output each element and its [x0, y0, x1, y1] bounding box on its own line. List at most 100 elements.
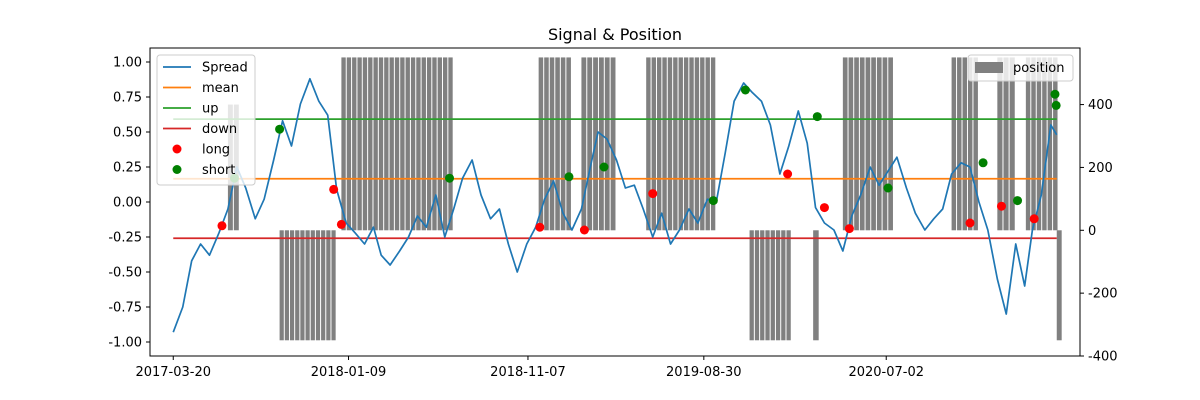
- position-bar: [405, 57, 410, 231]
- long-marker: [579, 225, 589, 235]
- position-bar: [341, 57, 346, 231]
- position-bar: [373, 57, 378, 231]
- y-left-tick-label: -0.75: [108, 301, 142, 316]
- long-marker: [819, 203, 829, 213]
- signal-markers: [217, 85, 1061, 235]
- position-bar: [754, 230, 760, 341]
- position-bar: [346, 57, 352, 231]
- position-bar: [389, 57, 394, 231]
- long-marker: [783, 169, 793, 179]
- long-marker: [336, 219, 346, 229]
- x-tick-label: 2018-01-09: [311, 365, 387, 380]
- short-marker: [812, 112, 822, 122]
- legend-label-up: up: [202, 102, 219, 117]
- x-tick-label: 2020-07-02: [848, 365, 924, 380]
- position-bar: [667, 57, 673, 231]
- spread-series: [172, 77, 1058, 333]
- position-bar: [786, 230, 791, 341]
- position-bar: [700, 57, 705, 231]
- position-bar: [1031, 57, 1036, 231]
- y-right-tick-label: -200: [1088, 287, 1118, 302]
- position-bar: [1025, 57, 1031, 231]
- y-left-tick-label: -1.00: [108, 336, 142, 351]
- legend-left: Spread mean up down long short: [156, 54, 256, 186]
- x-tick-label: 2018-11-07: [490, 365, 566, 380]
- position-bar: [421, 57, 426, 231]
- y-right-tick-label: 0: [1088, 224, 1096, 239]
- position-bar: [448, 57, 453, 231]
- position-bar: [279, 230, 284, 341]
- long-marker: [329, 184, 339, 194]
- position-bars: [227, 57, 1062, 341]
- position-bar: [1009, 57, 1015, 231]
- position-bar: [997, 57, 1003, 231]
- position-bar: [555, 57, 560, 231]
- position-bar: [871, 57, 876, 231]
- short-marker: [599, 162, 609, 172]
- long-marker: [965, 218, 975, 228]
- short-marker: [445, 173, 455, 183]
- x-tick-label: 2019-08-30: [666, 365, 742, 380]
- y-right-tick-label: 200: [1088, 161, 1113, 176]
- position-bar: [357, 57, 362, 231]
- position-bar: [321, 230, 326, 341]
- position-bar: [694, 57, 700, 231]
- y-left-tick-label: -0.25: [108, 231, 142, 246]
- short-marker: [708, 196, 718, 206]
- position-bar: [538, 57, 544, 231]
- position-bar: [581, 57, 587, 231]
- position-bar: [765, 230, 770, 341]
- position-bar: [284, 230, 289, 341]
- position-bar: [760, 230, 765, 341]
- left-y-axis: -1.00 -0.75 -0.50 -0.25 0.00 0.25 0.50 0.75 1.00: [108, 56, 150, 351]
- legend-right: position: [967, 54, 1074, 82]
- long-marker: [648, 189, 658, 199]
- legend-label-position: position: [1013, 61, 1065, 76]
- position-bar: [416, 57, 421, 231]
- position-bar: [683, 57, 689, 231]
- position-bar: [426, 57, 432, 231]
- y-left-tick-label: 0.25: [113, 161, 142, 176]
- position-bar: [368, 57, 373, 231]
- position-bar: [957, 57, 962, 231]
- position-bar: [598, 57, 604, 231]
- x-axis: 2017-03-20 2018-01-09 2018-11-07 2019-08-30…: [135, 356, 924, 380]
- position-bar: [770, 230, 775, 341]
- horizontal-lines: [173, 118, 1057, 240]
- position-bar: [842, 57, 848, 231]
- y-left-tick-label: 0.75: [113, 91, 142, 106]
- position-bar: [973, 57, 978, 231]
- legend-right-box: [967, 54, 1074, 82]
- x-tick-label: 2017-03-20: [135, 365, 211, 380]
- short-marker: [883, 183, 893, 193]
- position-bar: [1053, 57, 1058, 231]
- y-left-tick-label: 1.00: [113, 56, 142, 71]
- legend-label-down: down: [202, 122, 237, 137]
- position-bar: [295, 230, 300, 341]
- legend-label-spread: Spread: [202, 61, 248, 76]
- position-bar: [651, 57, 656, 231]
- position-bar: [289, 230, 295, 341]
- short-marker: [275, 124, 285, 134]
- position-bar: [882, 57, 888, 231]
- position-bar: [432, 57, 437, 231]
- position-bar: [384, 57, 389, 231]
- position-bar: [549, 57, 555, 231]
- long-marker: [535, 222, 545, 232]
- position-bar: [378, 57, 384, 231]
- position-bar: [689, 57, 694, 231]
- chart-title: Signal & Position: [548, 25, 682, 44]
- position-bar: [656, 57, 662, 231]
- position-bar: [813, 230, 819, 341]
- short-marker: [978, 158, 988, 168]
- position-bar: [394, 57, 400, 231]
- legend-swatch-short: [172, 165, 182, 174]
- position-bar: [962, 57, 967, 231]
- position-bar: [646, 57, 651, 231]
- position-bar: [662, 57, 667, 231]
- short-marker: [1050, 89, 1060, 99]
- position-bar: [710, 57, 716, 231]
- position-bar: [1042, 57, 1047, 231]
- legend-swatch-position: [975, 62, 1003, 73]
